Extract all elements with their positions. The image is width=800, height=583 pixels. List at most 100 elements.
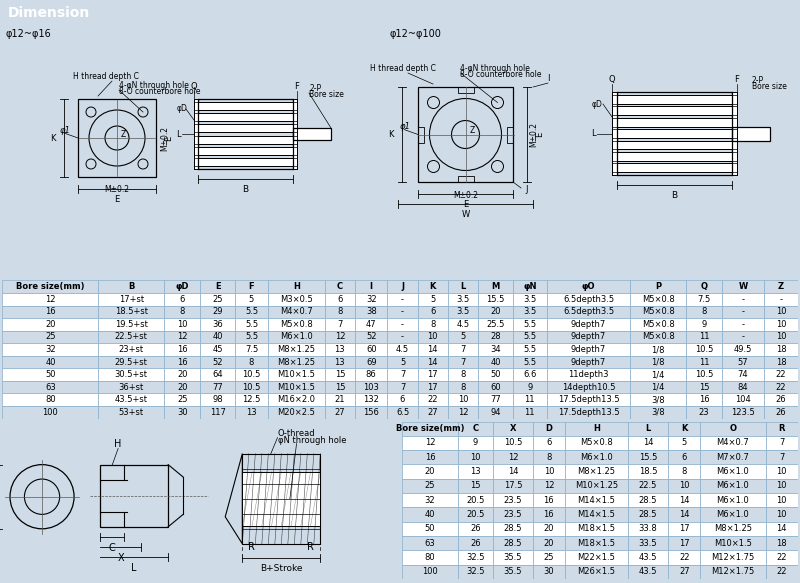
Text: 84: 84 (738, 382, 748, 392)
Text: 15: 15 (334, 370, 345, 379)
Text: 5.5: 5.5 (523, 320, 537, 329)
Text: 63: 63 (45, 382, 56, 392)
Bar (766, 450, 798, 465)
Bar (617, 92, 732, 175)
Text: 16: 16 (543, 510, 554, 519)
Text: 30: 30 (177, 408, 187, 417)
Bar (164, 280, 201, 293)
Text: 12: 12 (544, 482, 554, 490)
Bar (766, 564, 798, 579)
Text: 6: 6 (179, 295, 185, 304)
Text: H thread depth C: H thread depth C (370, 64, 436, 73)
Text: 20.5: 20.5 (466, 496, 485, 505)
Bar (418, 331, 448, 343)
Text: M5×0.8: M5×0.8 (642, 295, 674, 304)
Text: φD: φD (177, 104, 187, 113)
Bar (764, 305, 798, 318)
Text: 21: 21 (334, 395, 345, 404)
Bar (686, 394, 722, 406)
Text: M5×0.8: M5×0.8 (580, 438, 613, 448)
Text: 29.5+st: 29.5+st (114, 357, 148, 367)
Text: 20: 20 (490, 307, 501, 317)
Text: 34: 34 (490, 345, 501, 354)
Text: H thread depth C: H thread depth C (73, 72, 139, 81)
Bar (418, 356, 448, 368)
Text: C: C (109, 543, 115, 553)
Text: 10: 10 (470, 453, 481, 462)
Text: R: R (778, 424, 785, 433)
Text: 104: 104 (735, 395, 751, 404)
Bar (164, 343, 201, 356)
Text: I: I (370, 282, 373, 291)
Text: M20×2.5: M20×2.5 (278, 408, 315, 417)
Bar (98, 381, 164, 394)
Bar (764, 406, 798, 419)
Text: 14: 14 (642, 438, 654, 448)
Text: 47: 47 (366, 320, 377, 329)
Text: M16×2.0: M16×2.0 (278, 395, 315, 404)
Text: L: L (176, 129, 180, 139)
Bar (418, 381, 448, 394)
Text: 11: 11 (525, 395, 535, 404)
Bar (547, 381, 630, 394)
Text: 26: 26 (470, 539, 481, 547)
Text: Z: Z (778, 282, 784, 291)
Bar (493, 550, 533, 564)
Text: 14: 14 (427, 357, 438, 367)
Bar (766, 465, 798, 479)
Text: M18×1.5: M18×1.5 (578, 524, 615, 533)
Bar (764, 394, 798, 406)
Bar (764, 293, 798, 305)
Text: 35.5: 35.5 (504, 567, 522, 576)
Text: 6.5: 6.5 (396, 408, 409, 417)
Text: 22: 22 (427, 395, 438, 404)
Text: H: H (593, 424, 600, 433)
Bar (668, 507, 700, 522)
Bar (668, 564, 700, 579)
Bar (387, 293, 418, 305)
Bar (387, 331, 418, 343)
Bar (630, 394, 686, 406)
Bar (98, 331, 164, 343)
Bar (533, 422, 565, 436)
Bar (547, 331, 630, 343)
Bar (164, 381, 201, 394)
Bar (547, 406, 630, 419)
Text: M3×0.5: M3×0.5 (280, 295, 313, 304)
Text: R: R (307, 542, 314, 552)
Bar (98, 293, 164, 305)
Text: 6: 6 (337, 295, 342, 304)
Bar (234, 280, 268, 293)
Text: 23.5: 23.5 (504, 496, 522, 505)
Text: 14: 14 (427, 345, 438, 354)
Text: 32: 32 (425, 496, 435, 505)
Text: Bore size: Bore size (309, 90, 344, 99)
Bar (325, 318, 355, 331)
Text: 10: 10 (679, 482, 690, 490)
Text: 13: 13 (246, 408, 257, 417)
Text: W: W (462, 210, 470, 219)
Bar (98, 280, 164, 293)
Text: 14: 14 (777, 524, 787, 533)
Bar (668, 479, 700, 493)
Text: 9depth7: 9depth7 (571, 345, 606, 354)
Bar (268, 305, 325, 318)
Bar (98, 406, 164, 419)
Bar (668, 450, 700, 465)
Bar (686, 368, 722, 381)
Bar (764, 331, 798, 343)
Bar (732, 92, 737, 175)
Bar (628, 564, 668, 579)
Bar (478, 305, 513, 318)
Bar (164, 305, 201, 318)
Text: 19.5+st: 19.5+st (114, 320, 148, 329)
Text: H: H (293, 282, 300, 291)
Text: I: I (546, 74, 550, 83)
Text: 50: 50 (425, 524, 435, 533)
Text: 64: 64 (212, 370, 223, 379)
Bar (668, 436, 700, 450)
Bar (418, 343, 448, 356)
Bar (402, 422, 458, 436)
Text: 20: 20 (425, 467, 435, 476)
Text: 11depth3: 11depth3 (568, 370, 609, 379)
